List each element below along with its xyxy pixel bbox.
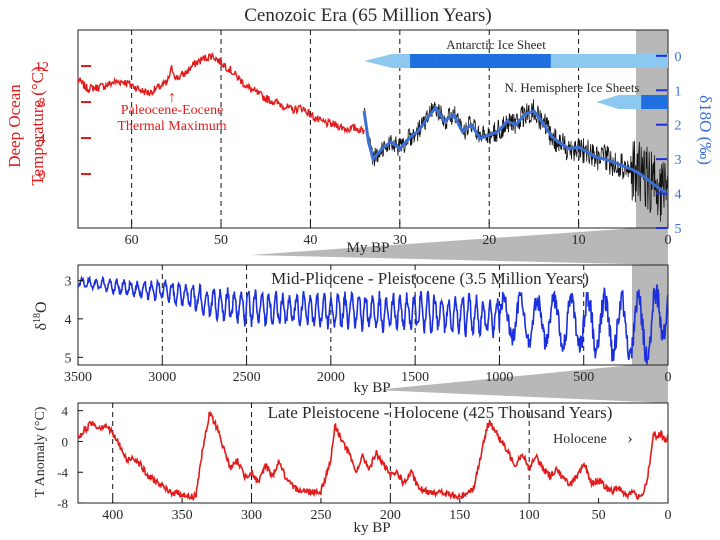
antarctic-ice-sheet-early bbox=[410, 54, 436, 68]
panel1-plot-area bbox=[78, 52, 668, 222]
svg-text:δ18O: δ18O bbox=[32, 301, 50, 330]
antarctic-ice-sheet-full bbox=[435, 54, 552, 68]
panel2-shaded-region bbox=[632, 265, 668, 365]
antarctic-ice-sheet-label: Antarctic Ice Sheet bbox=[446, 37, 546, 52]
d18o-raw-data bbox=[363, 99, 668, 222]
panel1-y2-tick-label: 1 bbox=[675, 84, 682, 99]
panel2-x-tick-label: 1500 bbox=[401, 370, 429, 385]
petm-label-line1: Paleocene-Eocene bbox=[121, 103, 224, 118]
panel2-x-tick-label: 1000 bbox=[485, 370, 513, 385]
panel2-y-axis: 3 4 5 bbox=[65, 274, 83, 366]
panel3-y-tick-label: 4 bbox=[62, 404, 69, 419]
holocene-arrow: › bbox=[627, 430, 632, 447]
panel3-y-tick-label: -4 bbox=[57, 465, 68, 480]
panel2-x-tick-label: 500 bbox=[573, 370, 594, 385]
panel1-x-axis-label: My BP bbox=[347, 240, 390, 256]
temperature-anomaly-line bbox=[78, 411, 668, 502]
panel2-y-tick-label: 5 bbox=[65, 351, 72, 366]
panel3-title: Late Pleistocene - Holocene (425 Thousan… bbox=[268, 403, 613, 422]
panel2-y-tick-label: 3 bbox=[65, 274, 72, 289]
panel1-x-tick-label: 40 bbox=[303, 233, 317, 248]
holocene-label: Holocene bbox=[553, 432, 607, 447]
panel-late-pleistocene-holocene: 400 350 300 250 200 150 100 50 0 4 0 -4 -8 Late Ple… bbox=[33, 402, 672, 536]
panel2-x-tick-label: 2500 bbox=[233, 370, 261, 385]
zoom-connector-1 bbox=[250, 228, 668, 265]
panel1-y-axis-label-line2: Temperature (°C) bbox=[28, 66, 47, 185]
panel1-y2-tick-label: 3 bbox=[675, 153, 682, 168]
panel1-y-tick-label: 0 bbox=[39, 168, 46, 183]
panel2-title: Mid-Pliocene - Pleistocene (3.5 Million … bbox=[271, 269, 589, 288]
panel1-y2-tick-label: 5 bbox=[675, 222, 682, 237]
panel2-y-axis-label: δ18O bbox=[32, 301, 50, 330]
panel1-y-tick-label: 4 bbox=[39, 132, 46, 147]
panel2-x-axis: 3500 3000 2500 2000 1500 1000 500 0 bbox=[64, 360, 672, 385]
panel3-x-tick-label: 0 bbox=[665, 508, 672, 523]
panel2-ylabel-o: O bbox=[33, 301, 50, 313]
panel-pliocene-pleistocene: 3500 3000 2500 2000 1500 1000 500 0 3 4 5 Mid-Pli… bbox=[32, 264, 672, 396]
d18o-pleistocene-line bbox=[78, 275, 668, 365]
nh-ice-sheets-label: N. Hemisphere Ice Sheets bbox=[504, 80, 639, 95]
antarctic-ice-sheet-partial bbox=[550, 54, 668, 68]
panel2-plot-area bbox=[78, 275, 668, 365]
panel1-x-tick-label: 50 bbox=[214, 233, 228, 248]
panel1-ice-sheet-bars bbox=[364, 54, 668, 109]
panel1-y2-tick-label: 2 bbox=[675, 119, 682, 134]
panel3-x-axis: 400 350 300 250 200 150 100 50 0 bbox=[102, 498, 672, 523]
panel3-x-tick-label: 50 bbox=[592, 508, 606, 523]
panel1-frame bbox=[77, 29, 669, 229]
panel1-x-tick-label: 20 bbox=[482, 233, 496, 248]
panel2-x-axis-label: ky BP bbox=[353, 380, 390, 396]
panel1-y-tick-label: 8 bbox=[39, 96, 46, 111]
zoom-connector-2 bbox=[375, 365, 668, 403]
panel3-x-tick-label: 150 bbox=[449, 508, 470, 523]
panel3-x-tick-label: 350 bbox=[172, 508, 193, 523]
panel1-title: Cenozoic Era (65 Million Years) bbox=[244, 5, 491, 26]
panel2-x-tick-label: 3000 bbox=[148, 370, 176, 385]
panel1-gridlines bbox=[131, 30, 580, 228]
panel3-x-tick-label: 400 bbox=[102, 508, 123, 523]
temperature-series-line bbox=[78, 52, 365, 135]
panel1-x-tick-label: 10 bbox=[572, 233, 586, 248]
panel2-x-tick-label: 0 bbox=[665, 370, 672, 385]
petm-label-line2: Thermal Maximum bbox=[117, 119, 226, 134]
panel3-x-tick-label: 100 bbox=[519, 508, 540, 523]
panel2-frame bbox=[77, 264, 669, 366]
panel1-x-tick-label: 60 bbox=[125, 233, 139, 248]
panel1-y-axis-label-line1: Deep Ocean bbox=[5, 84, 24, 168]
panel3-y-tick-label: -8 bbox=[57, 496, 68, 511]
panel1-y-tick-label: 12 bbox=[35, 60, 49, 75]
panel2-x-tick-label: 3500 bbox=[64, 370, 92, 385]
panel1-y2-tick-label: 0 bbox=[675, 50, 682, 65]
panel3-x-tick-label: 250 bbox=[310, 508, 331, 523]
panel3-y-tick-label: 0 bbox=[62, 434, 69, 449]
panel2-ylabel-sup: 18 bbox=[32, 313, 43, 323]
panel3-y-axis: 4 0 -4 -8 bbox=[57, 404, 83, 511]
panel1-x-tick-label: 0 bbox=[665, 233, 672, 248]
panel1-y-axis-d18o: 0 1 2 3 4 5 bbox=[656, 50, 682, 237]
panel3-x-axis-label: ky BP bbox=[353, 520, 390, 536]
nh-ice-sheet-full bbox=[641, 95, 668, 109]
panel1-y2-axis-label: δ18O (‰) bbox=[696, 95, 715, 165]
panel3-plot-area bbox=[78, 411, 668, 502]
panel3-x-tick-label: 300 bbox=[241, 508, 262, 523]
d18o-smoothed-line bbox=[362, 104, 668, 195]
panel3-x-tick-label: 200 bbox=[380, 508, 401, 523]
panel1-y2-tick-label: 4 bbox=[675, 188, 682, 203]
panel3-gridlines bbox=[112, 403, 530, 503]
panel2-x-tick-label: 2000 bbox=[317, 370, 345, 385]
panel1-x-axis: 60 50 40 30 20 10 0 bbox=[125, 222, 672, 248]
panel1-y-axis-temperature: 12 8 4 0 bbox=[35, 60, 91, 183]
panel3-y-axis-label: T Anomaly (°C) bbox=[33, 406, 48, 497]
panel3-frame bbox=[77, 402, 669, 504]
petm-arrow: ↑ bbox=[168, 89, 176, 106]
panel2-ylabel-delta: δ bbox=[33, 323, 50, 331]
panel2-y-tick-label: 4 bbox=[65, 313, 72, 328]
panel1-x-tick-label: 30 bbox=[393, 233, 407, 248]
